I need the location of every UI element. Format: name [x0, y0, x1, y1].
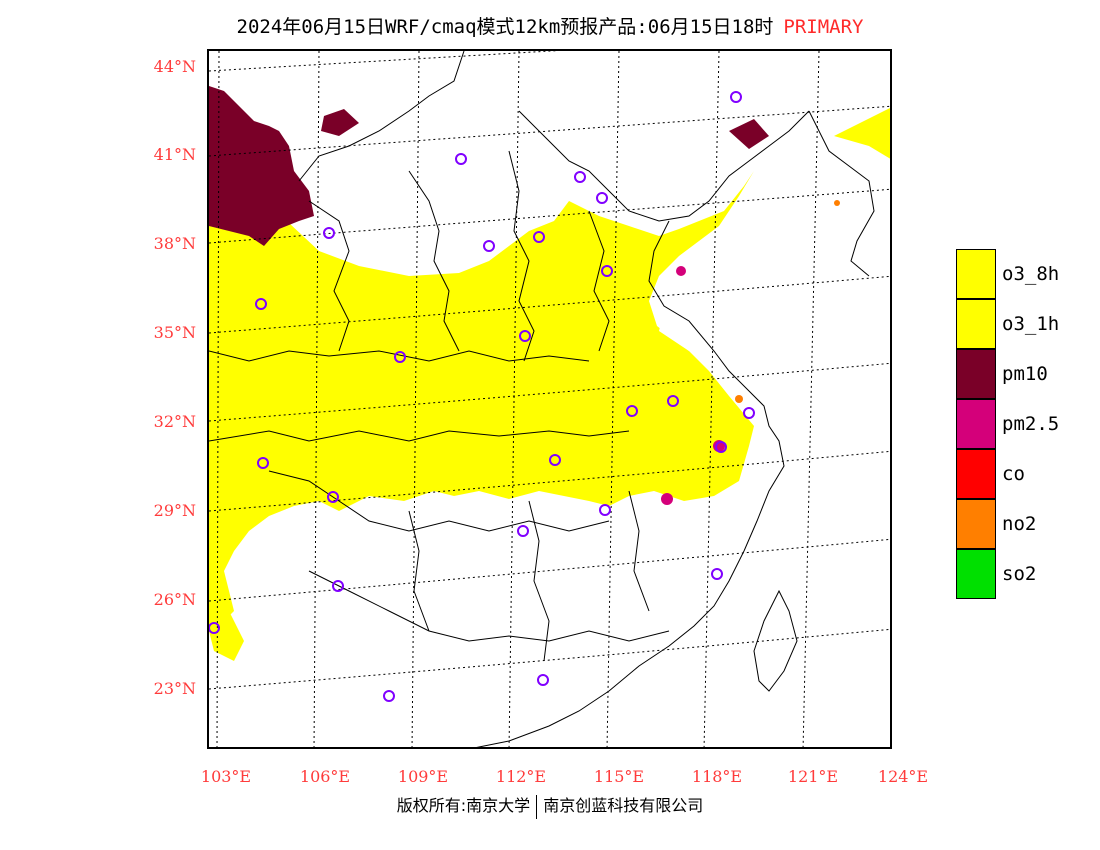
no2-spot: [834, 200, 840, 206]
pm10-patch-ne: [729, 119, 769, 149]
lat-label: 44°N: [153, 57, 196, 76]
station-marker: [715, 441, 727, 453]
station-marker: [667, 395, 679, 407]
lat-label: 32°N: [153, 412, 196, 431]
copyright-owner: 版权所有:南京大学: [396, 796, 531, 815]
station-marker: [383, 690, 395, 702]
legend-swatch: [956, 299, 996, 349]
company-name: 南京创蓝科技有限公司: [543, 796, 704, 815]
legend-swatch: [956, 349, 996, 399]
forecast-map: [209, 51, 890, 747]
station-marker: [574, 171, 586, 183]
no2-spot: [735, 395, 743, 403]
legend-label: co: [1002, 463, 1025, 485]
ozone-region: [209, 171, 754, 631]
lon-label: 124°E: [877, 767, 929, 786]
station-markers: [209, 91, 755, 702]
legend-label: so2: [1002, 563, 1037, 585]
station-marker: [743, 407, 755, 419]
legend-swatch: [956, 449, 996, 499]
station-marker: [549, 454, 561, 466]
lon-label: 109°E: [397, 767, 449, 786]
lon-label: 103°E: [200, 767, 252, 786]
station-marker: [209, 622, 220, 634]
station-marker: [257, 457, 269, 469]
station-marker: [537, 674, 549, 686]
lat-label: 38°N: [153, 234, 196, 253]
station-marker: [626, 405, 638, 417]
lat-label: 29°N: [153, 501, 196, 520]
station-marker: [327, 491, 339, 503]
station-marker: [517, 525, 529, 537]
legend-swatch: [956, 499, 996, 549]
lon-label: 112°E: [495, 767, 547, 786]
station-marker: [332, 580, 344, 592]
station-marker: [255, 298, 267, 310]
legend-label: no2: [1002, 513, 1037, 535]
station-marker: [483, 240, 495, 252]
title-text: 2024年06月15日WRF/cmaq模式12km预报产品:06月15日18时: [236, 16, 774, 38]
copyright-footer: 版权所有:南京大学 南京创蓝科技有限公司: [0, 792, 1100, 819]
footer-divider: [536, 794, 538, 819]
station-marker: [596, 192, 608, 204]
graticule: [209, 51, 890, 747]
lon-label: 115°E: [593, 767, 645, 786]
legend-swatch: [956, 249, 996, 299]
station-marker: [533, 231, 545, 243]
ozone-region-ne: [834, 108, 890, 159]
primary-tag: PRIMARY: [783, 16, 864, 38]
lat-label: 26°N: [153, 590, 196, 609]
lon-label: 106°E: [299, 767, 351, 786]
lat-label: 23°N: [153, 679, 196, 698]
station-marker: [394, 351, 406, 363]
legend-label: pm2.5: [1002, 413, 1060, 435]
lon-label: 121°E: [787, 767, 839, 786]
station-marker: [323, 227, 335, 239]
lat-label: 41°N: [153, 145, 196, 164]
lat-label: 35°N: [153, 323, 196, 342]
station-marker: [711, 568, 723, 580]
station-marker: [599, 504, 611, 516]
station-marker: [601, 265, 613, 277]
pm10-patch: [321, 109, 359, 136]
pm10-region: [209, 86, 314, 246]
boundaries: [209, 51, 875, 747]
legend-label: pm10: [1002, 363, 1048, 385]
legend-swatch: [956, 399, 996, 449]
legend-swatch: [956, 549, 996, 599]
legend-label: o3_1h: [1002, 313, 1060, 335]
pm25-spot: [676, 266, 686, 276]
lon-label: 118°E: [691, 767, 743, 786]
map-title: 2024年06月15日WRF/cmaq模式12km预报产品:06月15日18时 P…: [0, 12, 1100, 39]
station-marker: [519, 330, 531, 342]
station-marker: [455, 153, 467, 165]
legend-label: o3_8h: [1002, 263, 1060, 285]
pm25-spot: [661, 493, 673, 505]
map-panel: [207, 49, 892, 749]
clear-area: [659, 291, 729, 351]
station-marker: [730, 91, 742, 103]
